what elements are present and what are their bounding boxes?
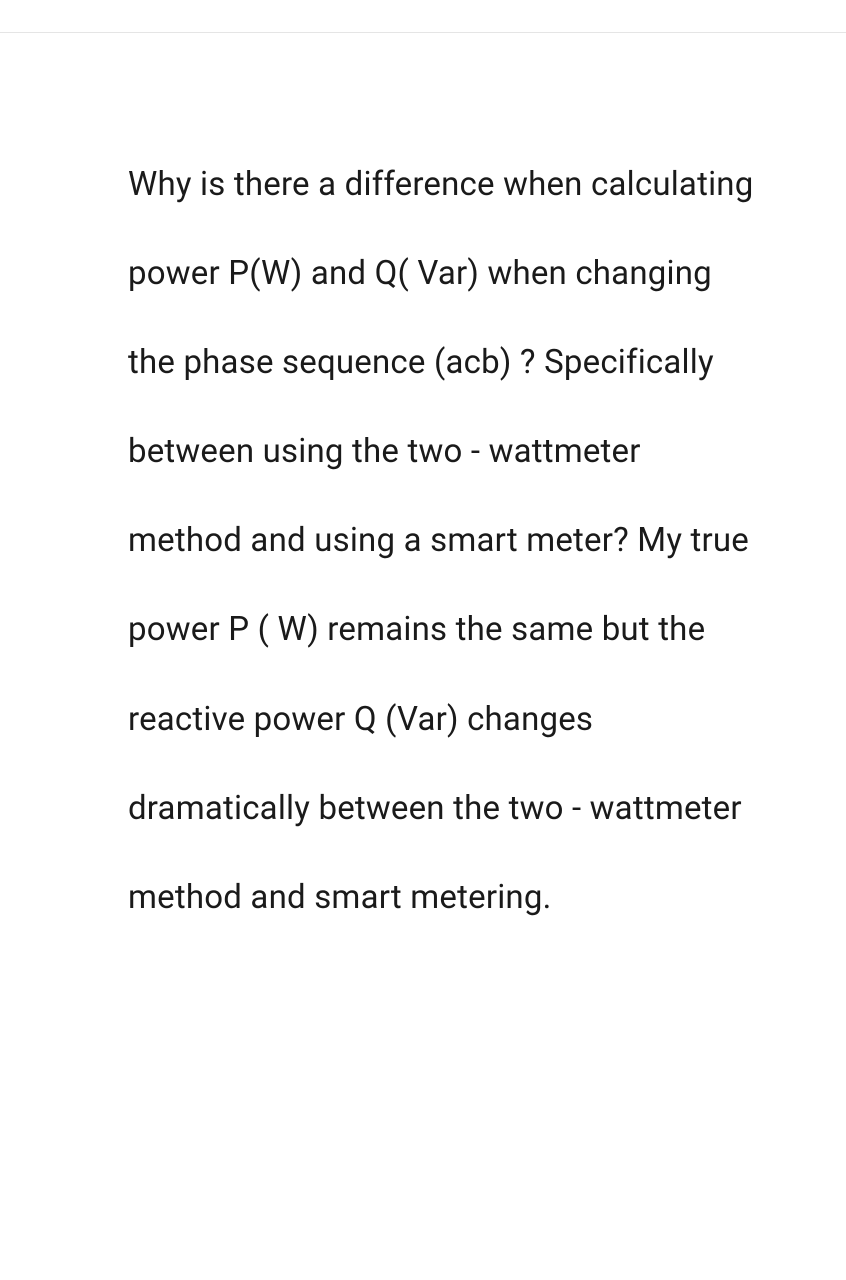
question-content: Why is there a difference when calculati… (128, 140, 758, 942)
top-divider (0, 32, 846, 33)
page-container: Why is there a difference when calculati… (0, 0, 846, 1280)
question-text: Why is there a difference when calculati… (128, 140, 758, 942)
